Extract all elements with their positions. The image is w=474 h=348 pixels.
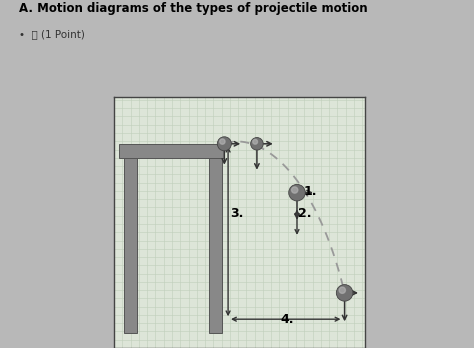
Circle shape xyxy=(337,285,353,301)
Text: 3.: 3. xyxy=(230,207,244,220)
Circle shape xyxy=(251,137,263,150)
Bar xyxy=(119,144,224,158)
Bar xyxy=(124,158,137,333)
Circle shape xyxy=(220,139,225,144)
Text: 4.: 4. xyxy=(281,313,294,326)
Circle shape xyxy=(217,137,231,151)
Text: A. Motion diagrams of the types of projectile motion: A. Motion diagrams of the types of proje… xyxy=(19,2,367,15)
Circle shape xyxy=(289,184,305,201)
Text: 2.: 2. xyxy=(298,207,312,220)
Circle shape xyxy=(339,287,346,293)
Text: 1.: 1. xyxy=(303,185,317,198)
Circle shape xyxy=(253,140,257,144)
Circle shape xyxy=(292,187,298,193)
Bar xyxy=(210,158,222,333)
Text: •  ⬜ (1 Point): • ⬜ (1 Point) xyxy=(19,30,85,40)
